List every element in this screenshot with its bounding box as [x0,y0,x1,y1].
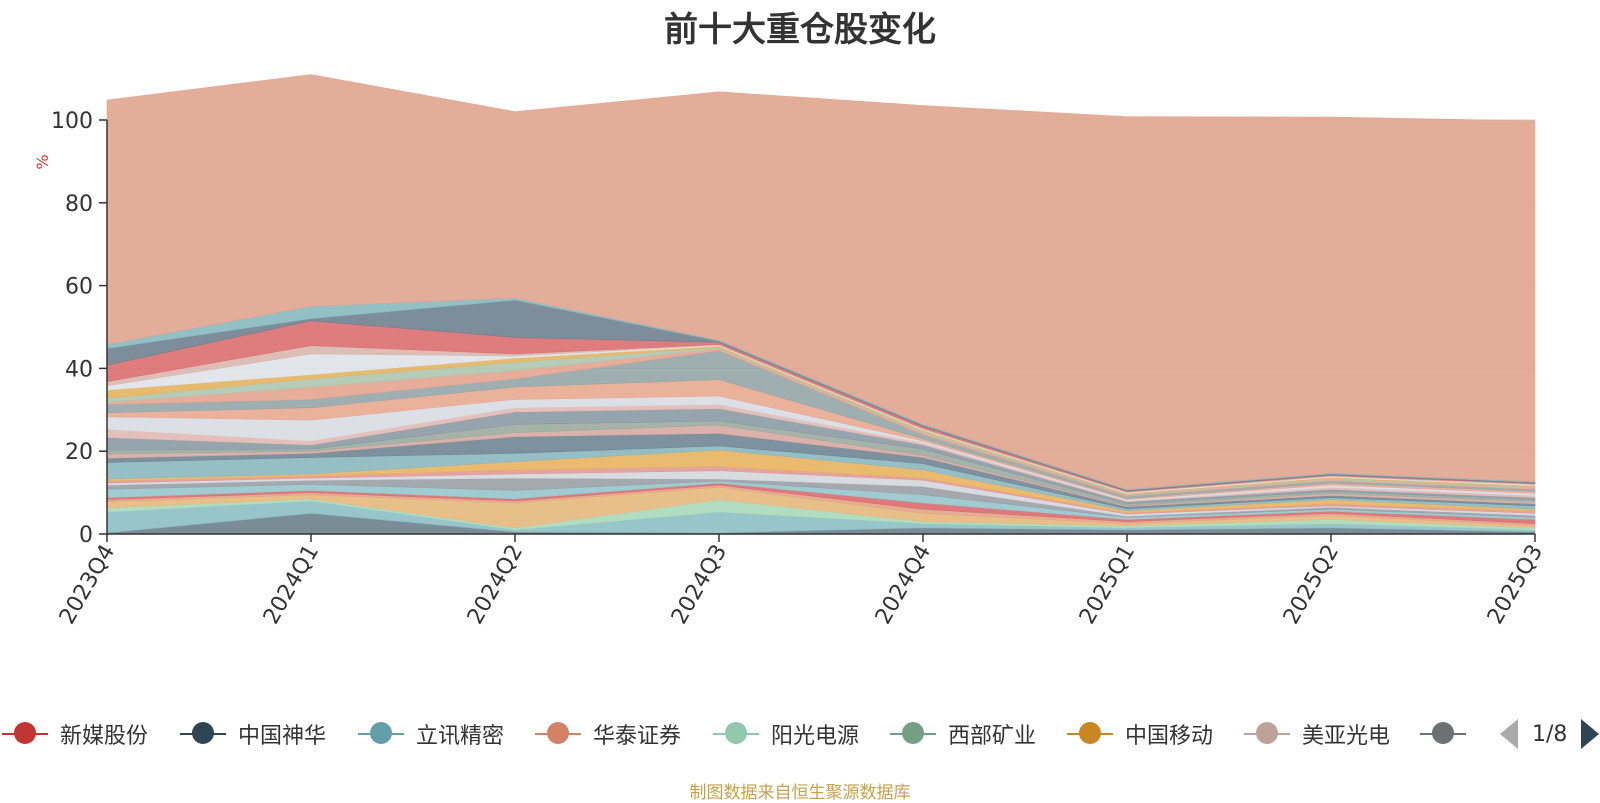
legend-item[interactable]: 阳光电源 [711,714,859,754]
legend: 新媒股份 中国神华 立讯精密 华泰证券 阳光电源 西部矿业 中国移动 美亚光电 ： [0,714,1600,754]
legend-item[interactable]: 中国神华 [178,714,326,754]
legend-items: 新媒股份 中国神华 立讯精密 华泰证券 阳光电源 西部矿业 中国移动 美亚光电 ： [0,714,1468,754]
chart-title: 前十大重仓股变化 [664,10,936,50]
legend-marker-icon [888,714,938,754]
legend-label: 阳光电源 [771,724,860,749]
x-tick-label-2024Q4: 2024Q4 [871,541,936,629]
legend-label: 西部矿业 [948,724,1037,749]
x-tick-label-2024Q2: 2024Q2 [463,541,528,629]
y-tick-label-40: 40 [65,357,93,382]
y-tick-label-60: 60 [65,275,93,300]
legend-marker-icon [1242,714,1292,754]
x-tick-label-2025Q3: 2025Q3 [1483,541,1548,629]
legend-next-page-icon[interactable] [1581,719,1600,749]
legend-marker-icon [1418,714,1468,754]
legend-item[interactable]: 立讯精密 [356,714,504,754]
y-tick-label-100: 100 [51,109,93,134]
legend-marker-icon [0,714,50,754]
legend-label: 新媒股份 [60,724,149,749]
legend-item[interactable]: ： [1418,714,1468,754]
legend-marker-icon [533,714,583,754]
legend-label: 中国移动 [1125,724,1214,749]
legend-marker-icon [1065,714,1115,754]
y-tick-label-20: 20 [65,440,93,465]
y-tick-label-80: 80 [65,192,93,217]
legend-label: 中国神华 [238,724,327,749]
legend-marker-icon [178,714,228,754]
legend-label: 美亚光电 [1302,724,1391,749]
y-axis-label: % [33,154,52,169]
legend-item[interactable]: 西部矿业 [888,714,1036,754]
legend-page-indicator: 1/8 [1532,721,1568,747]
stacked-areas [106,74,1536,535]
legend-item[interactable]: 中国移动 [1065,714,1213,754]
x-tick-label-2024Q3: 2024Q3 [667,541,732,629]
x-tick-label-2023Q4: 2023Q4 [55,541,120,629]
x-tick-label-2024Q1: 2024Q1 [259,541,324,629]
legend-label: 立讯精密 [416,724,505,749]
legend-marker-icon [356,714,406,754]
legend-item[interactable]: 华泰证券 [533,714,681,754]
x-tick-label-2025Q1: 2025Q1 [1075,541,1140,629]
legend-label: 华泰证券 [593,724,682,749]
data-source-note: 制图数据来自恒生聚源数据库 [689,783,911,803]
legend-prev-page-icon[interactable] [1500,719,1518,749]
legend-item[interactable]: 美亚光电 [1242,714,1390,754]
legend-item[interactable]: 新媒股份 [0,714,148,754]
y-tick-label-0: 0 [79,523,93,548]
legend-pager: 1/8 [1500,718,1600,750]
area-s29[interactable] [106,74,1536,490]
x-tick-label-2025Q2: 2025Q2 [1279,541,1344,629]
legend-marker-icon [711,714,761,754]
